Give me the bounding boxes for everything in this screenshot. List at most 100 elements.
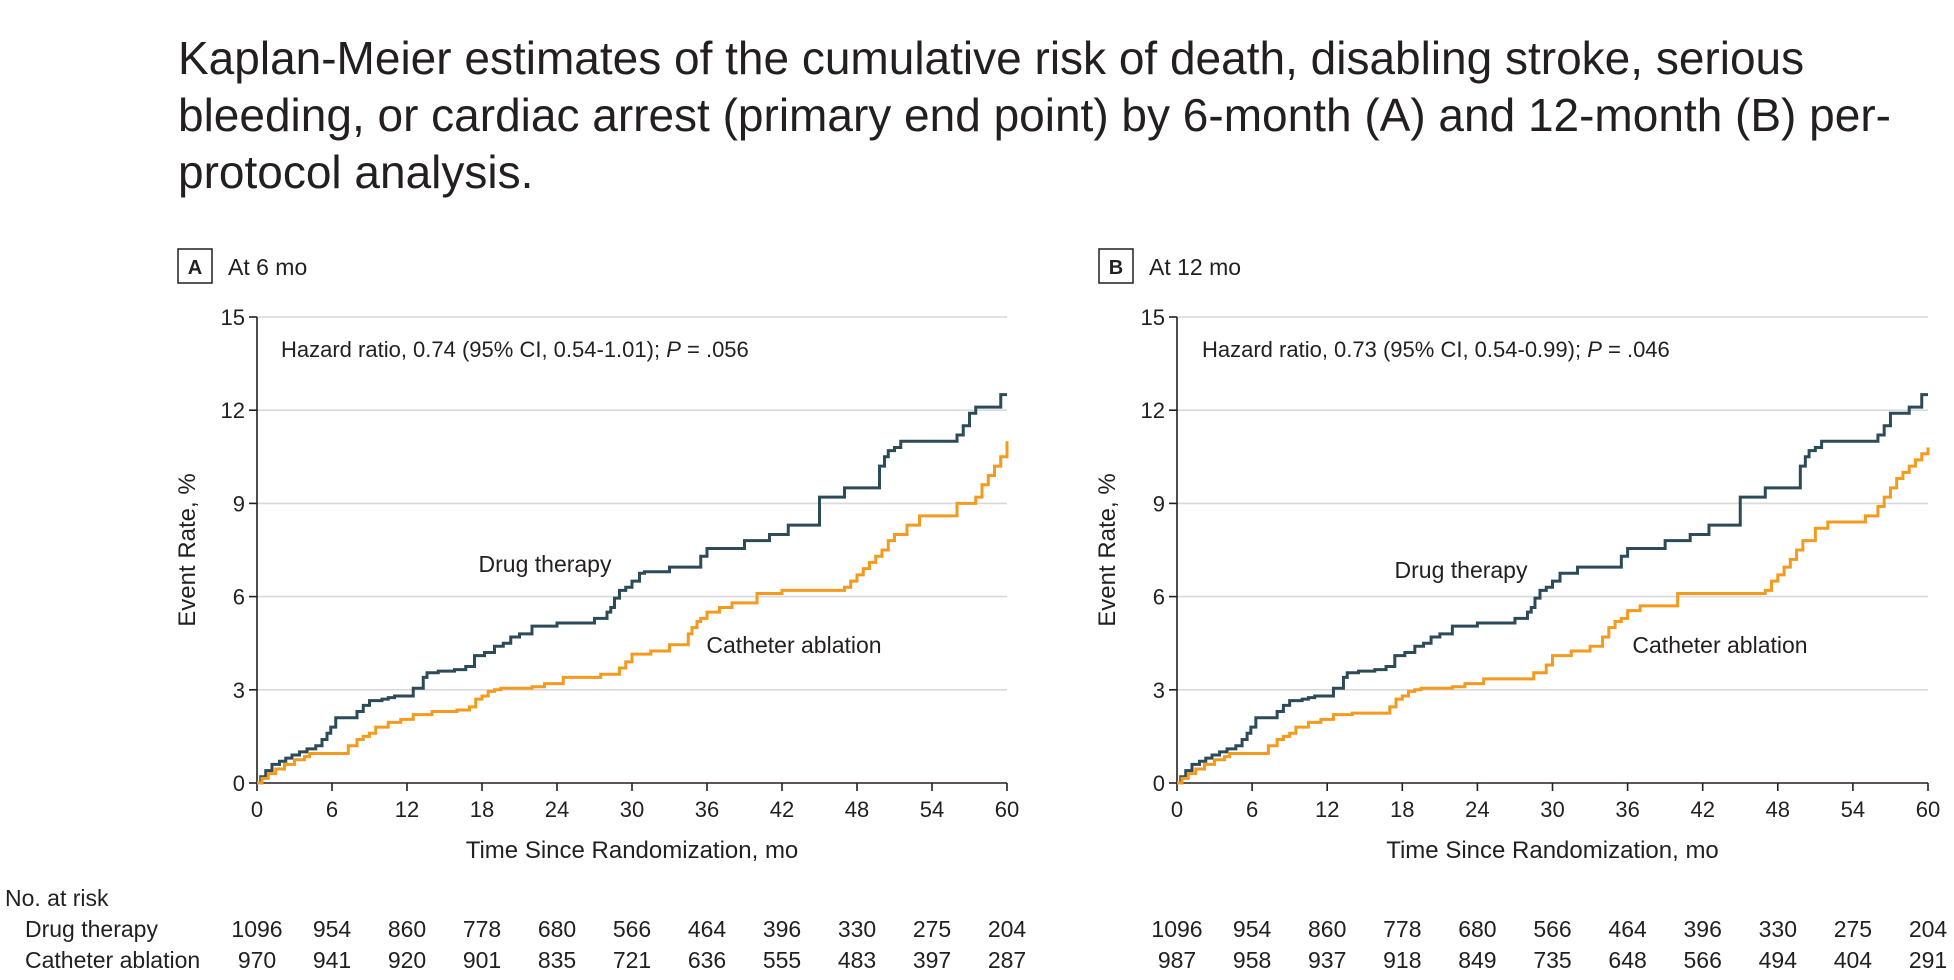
x-tick-label: 48 [845, 797, 869, 822]
risk-value-drug-therapy: 464 [688, 916, 727, 942]
series-label-catheter-ablation: Catheter ablation [706, 632, 881, 658]
y-tick-label: 6 [233, 585, 245, 610]
x-tick-label: 30 [1540, 797, 1564, 822]
series-label-drug-therapy: Drug therapy [479, 551, 612, 577]
risk-value-drug-therapy: 464 [1608, 916, 1647, 942]
y-tick-label: 9 [1153, 491, 1165, 516]
panel-letter-box [177, 248, 213, 284]
x-tick-label: 48 [1766, 797, 1790, 822]
x-tick-label: 36 [695, 797, 719, 822]
risk-value-catheter-ablation: 958 [1233, 947, 1271, 973]
risk-value-drug-therapy: 396 [763, 916, 801, 942]
x-tick-label: 6 [326, 797, 338, 822]
y-tick-label: 12 [221, 398, 245, 423]
x-tick-label: 0 [1171, 797, 1183, 822]
x-tick-label: 24 [1465, 797, 1489, 822]
x-tick-label: 30 [620, 797, 644, 822]
risk-value-drug-therapy: 566 [1533, 916, 1571, 942]
x-tick-label: 60 [995, 797, 1019, 822]
risk-value-catheter-ablation: 970 [238, 947, 276, 973]
x-tick-label: 54 [920, 797, 944, 822]
risk-value-drug-therapy: 954 [313, 916, 352, 942]
y-tick-label: 6 [1153, 585, 1165, 610]
y-tick-label: 3 [233, 678, 245, 703]
x-tick-label: 18 [1390, 797, 1414, 822]
x-tick-label: 0 [251, 797, 263, 822]
x-tick-label: 42 [770, 797, 794, 822]
risk-value-catheter-ablation: 849 [1458, 947, 1496, 973]
risk-value-catheter-ablation: 291 [1909, 947, 1947, 973]
risk-value-drug-therapy: 954 [1233, 916, 1272, 942]
km-curve-catheter-ablation [257, 441, 1009, 785]
risk-label-drug-therapy: Drug therapy [25, 916, 158, 942]
risk-value-catheter-ablation: 721 [613, 947, 651, 973]
risk-value-catheter-ablation: 901 [463, 947, 501, 973]
risk-value-catheter-ablation: 566 [1684, 947, 1722, 973]
risk-value-catheter-ablation: 636 [688, 947, 726, 973]
risk-value-drug-therapy: 330 [838, 916, 876, 942]
risk-value-drug-therapy: 204 [1909, 916, 1948, 942]
y-axis-label: Event Rate, % [1094, 473, 1121, 626]
figure-title: Kaplan-Meier estimates of the cumulative… [178, 32, 1891, 198]
risk-value-catheter-ablation: 920 [388, 947, 426, 973]
risk-value-catheter-ablation: 941 [313, 947, 351, 973]
risk-value-catheter-ablation: 404 [1834, 947, 1873, 973]
risk-value-drug-therapy: 680 [538, 916, 576, 942]
risk-value-drug-therapy: 204 [988, 916, 1027, 942]
risk-value-catheter-ablation: 835 [538, 947, 576, 973]
risk-value-drug-therapy: 566 [613, 916, 651, 942]
x-tick-label: 18 [470, 797, 494, 822]
risk-value-drug-therapy: 396 [1684, 916, 1722, 942]
risk-value-drug-therapy: 778 [1383, 916, 1421, 942]
panel-letter: A [188, 257, 202, 279]
km-curve-drug-therapy [257, 393, 1007, 785]
risk-value-catheter-ablation: 648 [1608, 947, 1646, 973]
risk-table-heading: No. at risk [5, 885, 109, 911]
panel-letter-box [1098, 248, 1134, 284]
x-tick-label: 12 [1315, 797, 1339, 822]
risk-label-catheter-ablation: Catheter ablation [25, 947, 200, 973]
risk-value-drug-therapy: 860 [1308, 916, 1346, 942]
km-curve-catheter-ablation [1177, 447, 1930, 785]
risk-value-catheter-ablation: 494 [1759, 947, 1798, 973]
risk-value-catheter-ablation: 735 [1533, 947, 1571, 973]
x-tick-label: 24 [545, 797, 569, 822]
risk-value-drug-therapy: 680 [1458, 916, 1496, 942]
x-tick-label: 12 [395, 797, 419, 822]
y-axis-label: Event Rate, % [174, 473, 201, 626]
risk-value-catheter-ablation: 987 [1158, 947, 1196, 973]
y-tick-label: 15 [221, 305, 245, 330]
risk-value-catheter-ablation: 937 [1308, 947, 1346, 973]
risk-value-drug-therapy: 330 [1759, 916, 1797, 942]
x-tick-label: 6 [1246, 797, 1258, 822]
risk-value-catheter-ablation: 287 [988, 947, 1026, 973]
panel-title: At 6 mo [228, 254, 307, 280]
x-axis-label: Time Since Randomization, mo [466, 837, 799, 864]
series-label-catheter-ablation: Catheter ablation [1632, 632, 1807, 658]
hazard-ratio-annotation: Hazard ratio, 0.73 (95% CI, 0.54-0.99); … [1202, 337, 1670, 362]
y-tick-label: 9 [233, 491, 245, 516]
risk-value-drug-therapy: 1096 [1151, 916, 1202, 942]
series-label-drug-therapy: Drug therapy [1395, 557, 1528, 583]
hazard-ratio-annotation: Hazard ratio, 0.74 (95% CI, 0.54-1.01); … [281, 337, 749, 362]
risk-value-drug-therapy: 275 [913, 916, 951, 942]
y-tick-label: 12 [1141, 398, 1165, 423]
x-tick-label: 54 [1841, 797, 1865, 822]
risk-value-drug-therapy: 275 [1834, 916, 1872, 942]
risk-value-drug-therapy: 778 [463, 916, 501, 942]
km-curve-drug-therapy [1177, 393, 1928, 785]
y-tick-label: 0 [1153, 771, 1165, 796]
risk-value-catheter-ablation: 555 [763, 947, 801, 973]
x-tick-label: 36 [1615, 797, 1639, 822]
panel-title: At 12 mo [1149, 254, 1241, 280]
risk-value-catheter-ablation: 918 [1383, 947, 1421, 973]
risk-value-drug-therapy: 860 [388, 916, 426, 942]
x-axis-label: Time Since Randomization, mo [1386, 837, 1719, 864]
risk-value-catheter-ablation: 483 [838, 947, 876, 973]
panel-letter: B [1109, 257, 1123, 279]
risk-value-drug-therapy: 1096 [231, 916, 282, 942]
x-tick-label: 60 [1916, 797, 1940, 822]
